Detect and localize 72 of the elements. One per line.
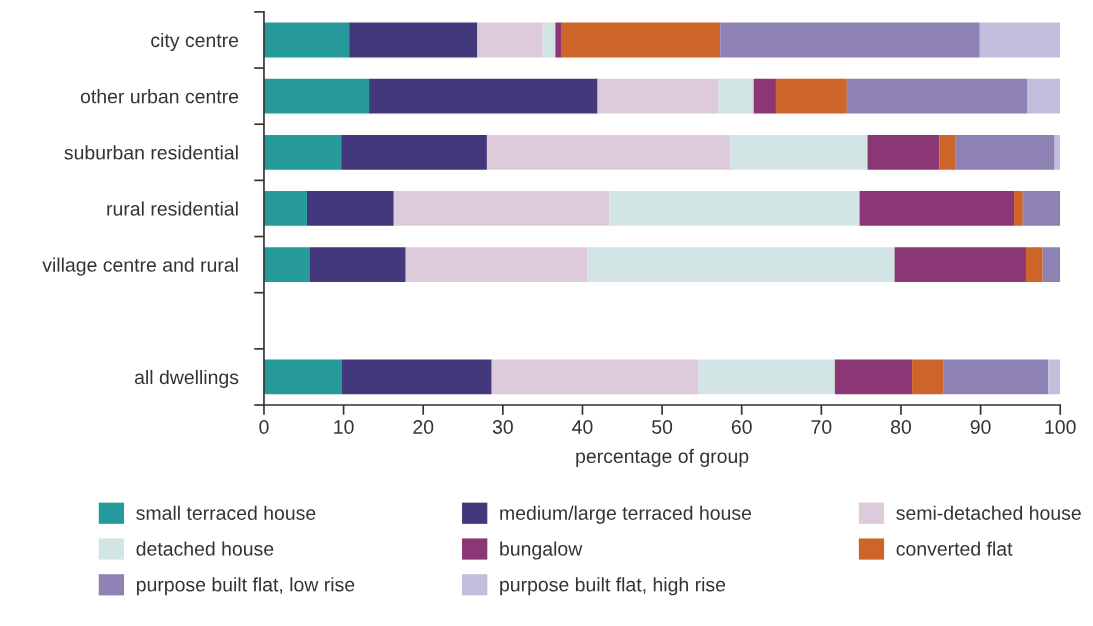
bar [1014,191,1023,226]
bar [555,22,562,58]
bar [486,134,731,170]
y-tick-label: other urban centre [80,89,239,104]
x-tick-label: 80 [890,420,912,434]
x-tick-label: 70 [811,420,832,434]
x-tick-label: 60 [731,420,752,434]
bar [263,191,307,226]
legend-label: purpose built flat, low rise [136,577,355,596]
bar [561,22,721,58]
bar [775,78,847,114]
bar [834,359,913,395]
bar [405,247,588,283]
bar [369,78,598,114]
bar [349,22,478,58]
bar [263,134,342,170]
x-tick-label: 100 [1045,420,1076,434]
y-tick-label: suburban residential [64,145,238,160]
bar [1022,191,1061,226]
legend-label: converted flat [896,541,1013,556]
y-tick-label: all dwellings [134,369,239,389]
x-tick-label: 50 [652,420,673,434]
bar [943,359,1049,395]
bar [263,22,350,58]
x-tick-label: 20 [413,420,434,434]
bar [718,78,754,114]
legend-label: purpose built flat, high rise [500,577,726,596]
bar [341,134,487,170]
bar [309,247,406,283]
bar [263,247,310,283]
y-tick-label: village centre and rural [42,257,238,276]
bar [720,22,980,58]
bar [263,359,342,395]
bar [597,78,719,114]
bar [587,247,895,283]
bar [393,191,610,226]
bar [542,22,556,58]
bar [306,191,394,226]
bar [1048,359,1061,395]
bar [867,134,940,170]
bar [609,191,860,226]
bar [1042,247,1061,283]
x-tick-label: 0 [259,420,269,434]
legend-label: bungalow [500,541,583,560]
legend-label: detached house [136,541,274,556]
bar [955,134,1055,170]
bar [477,22,543,58]
bar [1025,247,1043,283]
legend-label: small terraced house [136,505,316,520]
bar [263,78,370,114]
bar [859,191,1015,226]
x-tick-label: 90 [970,420,991,434]
bar [341,359,492,395]
bar [730,134,868,170]
y-tick-label: rural residential [107,201,238,216]
bar [939,134,956,170]
bar [894,247,1026,283]
bar [698,359,835,395]
x-tick-label: 10 [334,420,354,434]
bar [846,78,1028,114]
x-tick-label: 40 [572,420,593,434]
legend-label: semi-detached house [896,505,1081,520]
x-tick-label: 30 [492,420,513,434]
bar [912,359,944,395]
x-axis-title: percentage of group [576,448,749,467]
bar [1027,78,1061,114]
bar [1054,134,1061,170]
legend-label: medium/large terraced house [500,505,752,524]
bar [753,78,776,114]
bar [491,359,699,395]
bar [979,22,1061,58]
y-tick-label: city centre [151,32,239,52]
